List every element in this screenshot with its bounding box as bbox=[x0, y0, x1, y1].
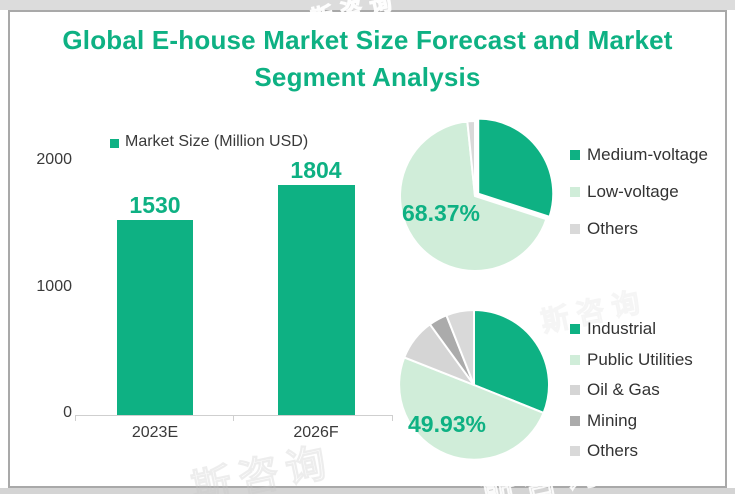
pie-chart-voltage-segment bbox=[399, 118, 553, 272]
legend-item-others: Others bbox=[570, 440, 638, 461]
legend-label: Medium-voltage bbox=[587, 144, 708, 164]
legend-swatch bbox=[570, 445, 580, 456]
legend-label: Low-voltage bbox=[587, 181, 679, 201]
pie-slice-low-voltage bbox=[399, 120, 548, 272]
pie-slice-others bbox=[466, 119, 476, 197]
legend-swatch bbox=[570, 186, 580, 197]
x-axis-tick bbox=[233, 415, 234, 421]
legend-label: Mining bbox=[587, 410, 638, 430]
x-axis-category-label: 2026F bbox=[293, 424, 339, 441]
legend-swatch bbox=[570, 149, 580, 160]
pie-slice-medium-voltage bbox=[477, 118, 553, 218]
x-axis-tick bbox=[75, 415, 76, 421]
pie-slice-others bbox=[445, 309, 475, 386]
y-axis-tick-label: 2000 bbox=[36, 151, 72, 168]
pie-percentage-label: 49.93% bbox=[408, 411, 487, 437]
legend-item-low-voltage: Low-voltage bbox=[570, 181, 679, 202]
bar-data-label: 1804 bbox=[290, 157, 342, 183]
y-axis-tick-label: 0 bbox=[63, 404, 72, 421]
legend-swatch bbox=[570, 223, 580, 234]
pie-chart-application-segment bbox=[398, 309, 550, 461]
legend-item-others: Others bbox=[570, 218, 638, 239]
x-axis-category-label: 2023E bbox=[131, 424, 179, 441]
y-axis-tick-label: 1000 bbox=[36, 278, 72, 295]
legend-item-mining: Mining bbox=[570, 410, 637, 431]
pie-percentage-label: 68.37% bbox=[402, 200, 481, 226]
legend-item-oil-and-gas: Oil & Gas bbox=[570, 379, 660, 400]
top-border-band bbox=[0, 0, 735, 10]
legend-item-medium-voltage: Medium-voltage bbox=[570, 144, 708, 165]
bottom-border-band bbox=[0, 488, 735, 494]
legend-swatch bbox=[570, 384, 580, 395]
bar-legend-label: Market Size (Million USD) bbox=[125, 133, 309, 150]
legend-swatch bbox=[570, 354, 580, 365]
legend-label: Oil & Gas bbox=[587, 379, 660, 399]
x-axis-line bbox=[75, 415, 393, 416]
bar-legend-swatch bbox=[110, 139, 119, 148]
page-title: Global E-house Market Size Forecast and … bbox=[62, 25, 673, 92]
bar-2023e bbox=[117, 219, 193, 415]
x-axis-tick bbox=[392, 415, 393, 421]
legend-label: Others bbox=[587, 218, 639, 238]
bar-2026f bbox=[278, 185, 355, 415]
legend-label: Others bbox=[587, 440, 639, 460]
legend-label: Industrial bbox=[587, 318, 656, 338]
bar-data-label: 1530 bbox=[129, 191, 181, 218]
legend-item-industrial: Industrial bbox=[570, 318, 656, 339]
legend-label: Public Utilities bbox=[587, 349, 693, 369]
legend-swatch bbox=[570, 323, 580, 334]
pie-slice-industrial bbox=[473, 309, 550, 414]
legend-item-public-utilities: Public Utilities bbox=[570, 349, 693, 370]
pie-slice-public-utilities bbox=[398, 356, 545, 461]
legend-swatch bbox=[570, 415, 580, 426]
